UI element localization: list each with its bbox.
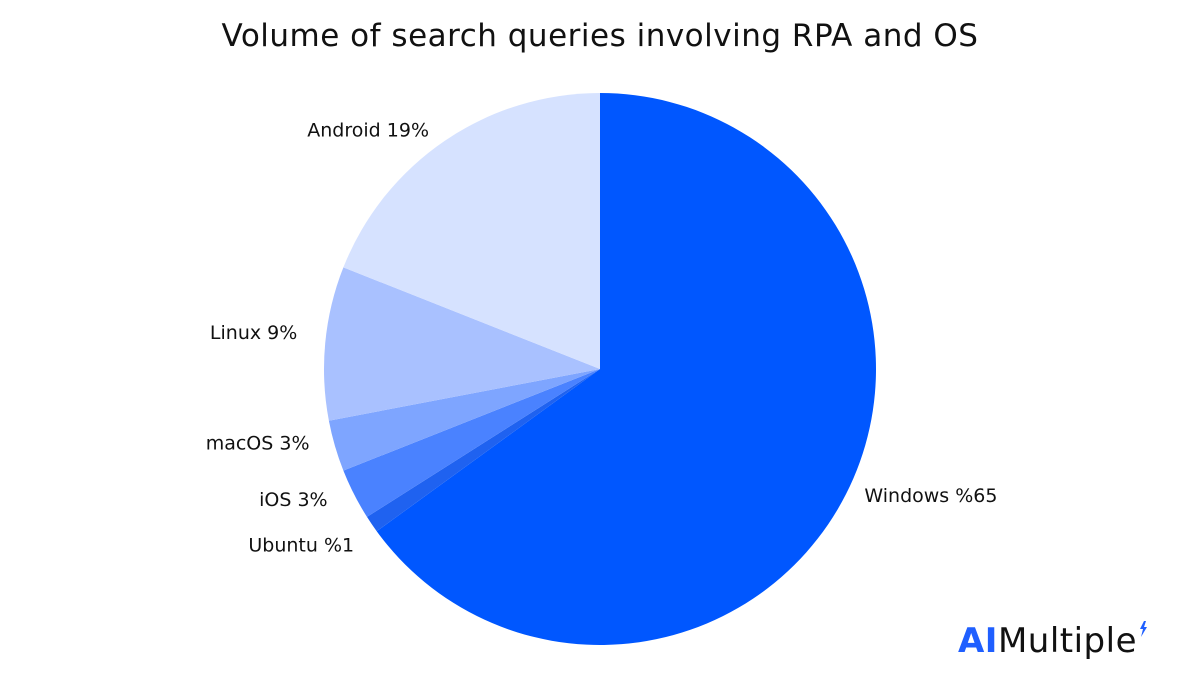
pie-slice-linux: [323, 267, 600, 421]
pie-slice-windows: [376, 93, 876, 646]
pie-slice-ios: [343, 369, 600, 517]
slice-label-ios: iOS 3%: [259, 489, 327, 511]
slice-label-macos: macOS 3%: [206, 432, 310, 454]
slice-label-android: Android 19%: [307, 120, 429, 142]
pie-slice-android: [343, 93, 600, 369]
pie-slices: [323, 93, 876, 646]
logo-spark-icon: [1140, 621, 1147, 637]
slice-labels: Windows %65 Ubuntu %1 iOS 3% macOS 3% Linux …: [206, 120, 998, 557]
pie-slice-macos: [328, 369, 600, 471]
pie-slice-ubuntu: [366, 369, 600, 532]
logo-prefix: AI: [957, 621, 998, 661]
chart-title: Volume of search queries involving RPA a…: [221, 18, 979, 54]
slice-label-linux: Linux 9%: [210, 322, 297, 344]
slice-label-ubuntu: Ubuntu %1: [248, 535, 354, 557]
aimultiple-logo: AIMultiple: [958, 621, 1148, 661]
slice-label-windows: Windows %65: [864, 485, 997, 507]
logo-rest: Multiple: [997, 621, 1137, 661]
